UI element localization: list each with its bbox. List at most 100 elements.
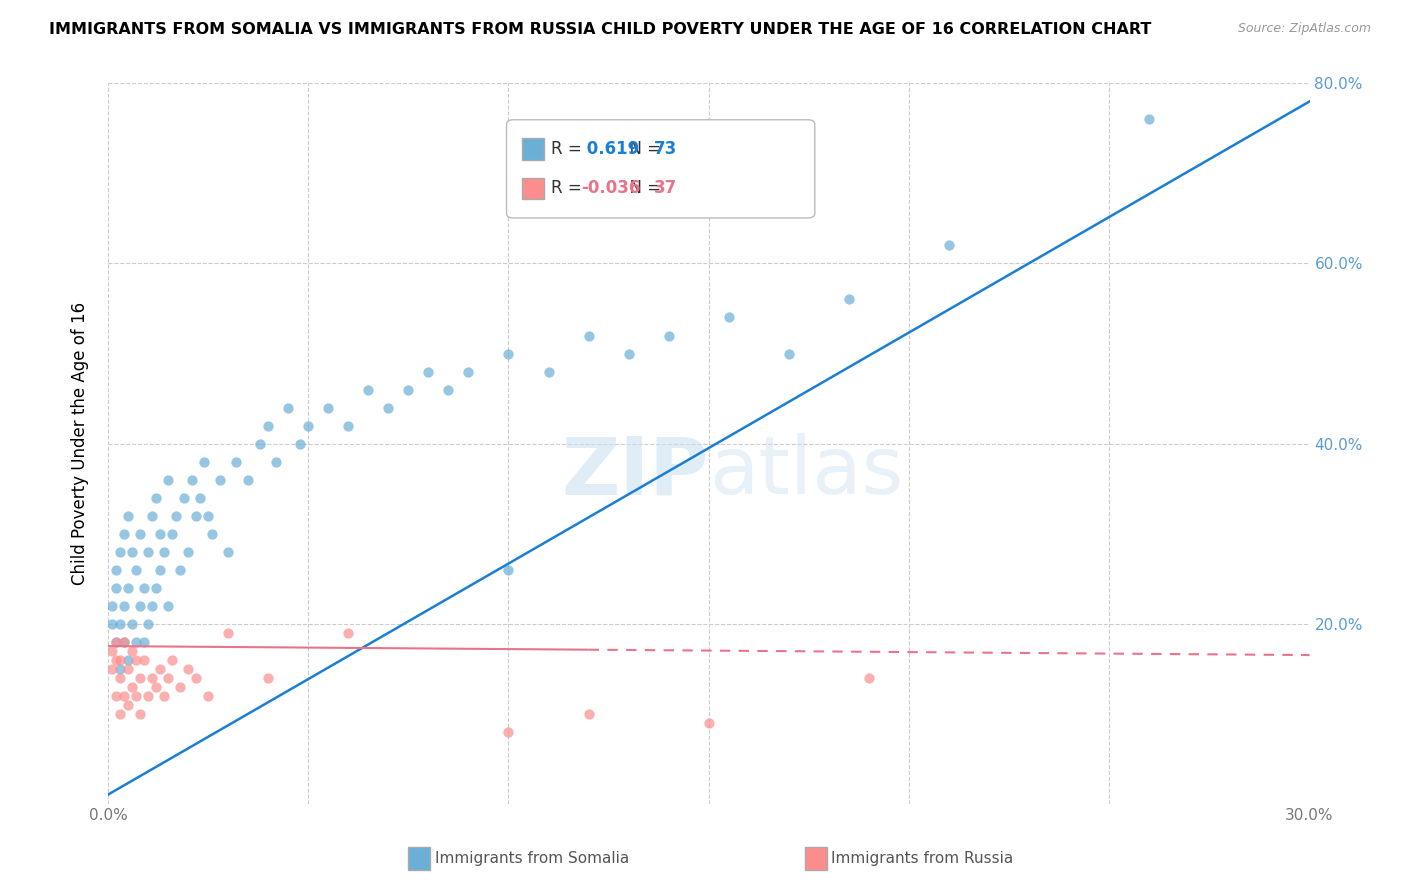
Point [136, 689, 159, 703]
Point [197, 689, 219, 703]
Point [101, 599, 124, 613]
Point [117, 581, 139, 595]
Point [498, 563, 520, 577]
Point [457, 364, 479, 378]
Text: R =: R = [551, 140, 586, 158]
Point [337, 625, 360, 640]
Point [157, 473, 180, 487]
Point [778, 346, 800, 360]
Text: -0.036: -0.036 [581, 179, 641, 197]
Text: R =: R = [551, 179, 586, 197]
Point [184, 508, 207, 523]
Point [145, 680, 167, 694]
Point [101, 616, 124, 631]
Point [108, 544, 131, 558]
Point [177, 544, 200, 558]
Point [105, 634, 128, 648]
Point [125, 563, 148, 577]
Point [125, 689, 148, 703]
Point [108, 662, 131, 676]
Point [418, 364, 440, 378]
Y-axis label: Child Poverty Under the Age of 16: Child Poverty Under the Age of 16 [72, 302, 89, 585]
Point [217, 544, 239, 558]
Text: IMMIGRANTS FROM SOMALIA VS IMMIGRANTS FROM RUSSIA CHILD POVERTY UNDER THE AGE OF: IMMIGRANTS FROM SOMALIA VS IMMIGRANTS FR… [49, 22, 1152, 37]
Point [112, 634, 135, 648]
Point [316, 401, 339, 415]
Point [121, 544, 143, 558]
Point [117, 698, 139, 712]
Point [181, 473, 204, 487]
Point [149, 662, 172, 676]
Point [117, 652, 139, 666]
Point [1137, 112, 1160, 127]
Point [101, 643, 124, 657]
Point [160, 652, 183, 666]
Point [157, 671, 180, 685]
Point [101, 662, 124, 676]
Text: 37: 37 [654, 179, 678, 197]
Point [121, 680, 143, 694]
Point [617, 346, 640, 360]
Point [149, 563, 172, 577]
Point [257, 671, 280, 685]
Point [217, 625, 239, 640]
Point [238, 473, 260, 487]
Point [105, 652, 128, 666]
Point [149, 526, 172, 541]
Point [537, 364, 560, 378]
Point [105, 689, 128, 703]
Point [160, 526, 183, 541]
Point [169, 563, 191, 577]
Point [193, 454, 215, 468]
Point [132, 581, 155, 595]
Point [173, 491, 195, 505]
Point [290, 436, 312, 450]
Point [117, 508, 139, 523]
Point [169, 680, 191, 694]
Point [257, 418, 280, 433]
Point [209, 473, 232, 487]
Point [108, 671, 131, 685]
Point [578, 706, 600, 721]
Point [129, 671, 152, 685]
Point [145, 491, 167, 505]
Point [112, 599, 135, 613]
Point [201, 526, 224, 541]
Point [132, 652, 155, 666]
Point [184, 671, 207, 685]
Text: Immigrants from Russia: Immigrants from Russia [831, 852, 1014, 866]
Point [396, 383, 419, 397]
Text: Immigrants from Somalia: Immigrants from Somalia [434, 852, 628, 866]
Point [112, 526, 135, 541]
Point [112, 634, 135, 648]
Point [105, 634, 128, 648]
Point [498, 724, 520, 739]
Point [277, 401, 299, 415]
Text: atlas: atlas [709, 434, 903, 511]
Point [121, 643, 143, 657]
Point [297, 418, 319, 433]
Point [264, 454, 287, 468]
Point [225, 454, 247, 468]
Point [153, 544, 176, 558]
Point [136, 616, 159, 631]
Point [249, 436, 271, 450]
Text: N =: N = [619, 179, 666, 197]
Point [498, 346, 520, 360]
Point [121, 616, 143, 631]
Point [188, 491, 211, 505]
Point [132, 634, 155, 648]
Point [838, 293, 860, 307]
Point [165, 508, 187, 523]
Point [938, 238, 960, 252]
Point [377, 401, 399, 415]
Text: 0.619: 0.619 [581, 140, 640, 158]
Point [117, 662, 139, 676]
Point [108, 616, 131, 631]
Point [337, 418, 360, 433]
Point [197, 508, 219, 523]
Text: N =: N = [619, 140, 666, 158]
Point [136, 544, 159, 558]
Point [112, 689, 135, 703]
Point [177, 662, 200, 676]
